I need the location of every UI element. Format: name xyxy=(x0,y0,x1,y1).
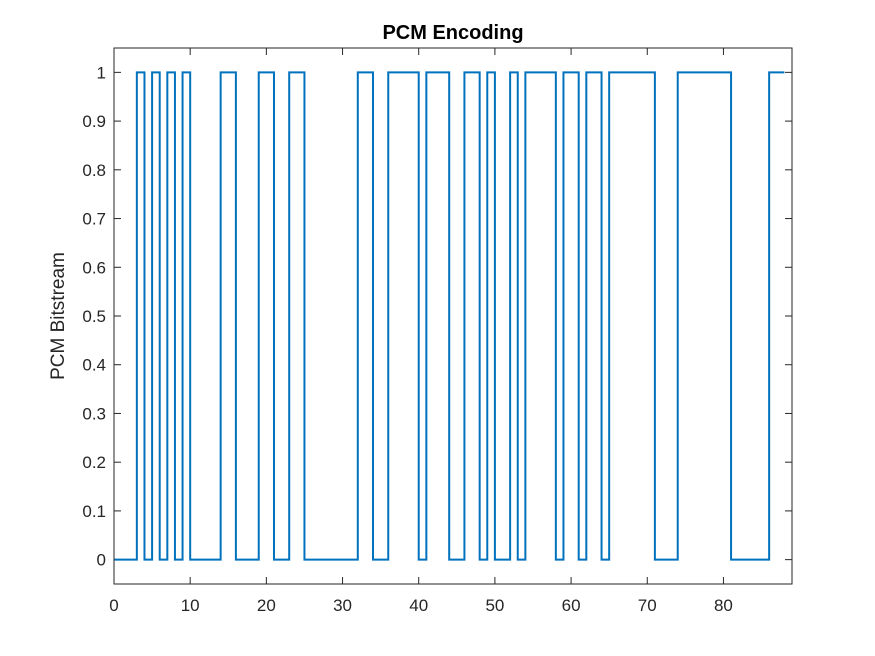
x-tick-label: 20 xyxy=(257,596,276,615)
y-tick-label: 0.2 xyxy=(82,453,106,472)
chart-title: PCM Encoding xyxy=(382,22,523,44)
y-tick-label: 0.1 xyxy=(82,502,106,521)
y-tick-label: 0.5 xyxy=(82,307,106,326)
y-tick-label: 0 xyxy=(97,551,106,570)
y-tick-label: 0.8 xyxy=(82,161,106,180)
y-tick-label: 0.6 xyxy=(82,258,106,277)
y-tick-label: 0.4 xyxy=(82,356,106,375)
x-tick-label: 40 xyxy=(409,596,428,615)
x-ticks: 0 10 20 30 40 50 60 70 80 xyxy=(109,48,733,615)
x-tick-label: 10 xyxy=(181,596,200,615)
x-tick-label: 60 xyxy=(562,596,581,615)
y-tick-label: 0.7 xyxy=(82,210,106,229)
x-tick-label: 80 xyxy=(714,596,733,615)
x-tick-label: 30 xyxy=(333,596,352,615)
axes-box xyxy=(113,47,793,585)
y-tick-label: 0.3 xyxy=(82,404,106,423)
x-tick-label: 70 xyxy=(638,596,657,615)
x-tick-label: 50 xyxy=(485,596,504,615)
x-tick-label: 0 xyxy=(109,596,118,615)
y-tick-label: 0.9 xyxy=(82,112,106,131)
y-axis-label: PCM Bitstream xyxy=(48,252,69,380)
y-ticks: 0 0.1 0.2 0.3 0.4 0.5 0.6 0.7 0.8 0.9 1 xyxy=(82,63,792,570)
pcm-bitstream-line xyxy=(114,71,785,561)
y-tick-label: 1 xyxy=(97,63,106,82)
